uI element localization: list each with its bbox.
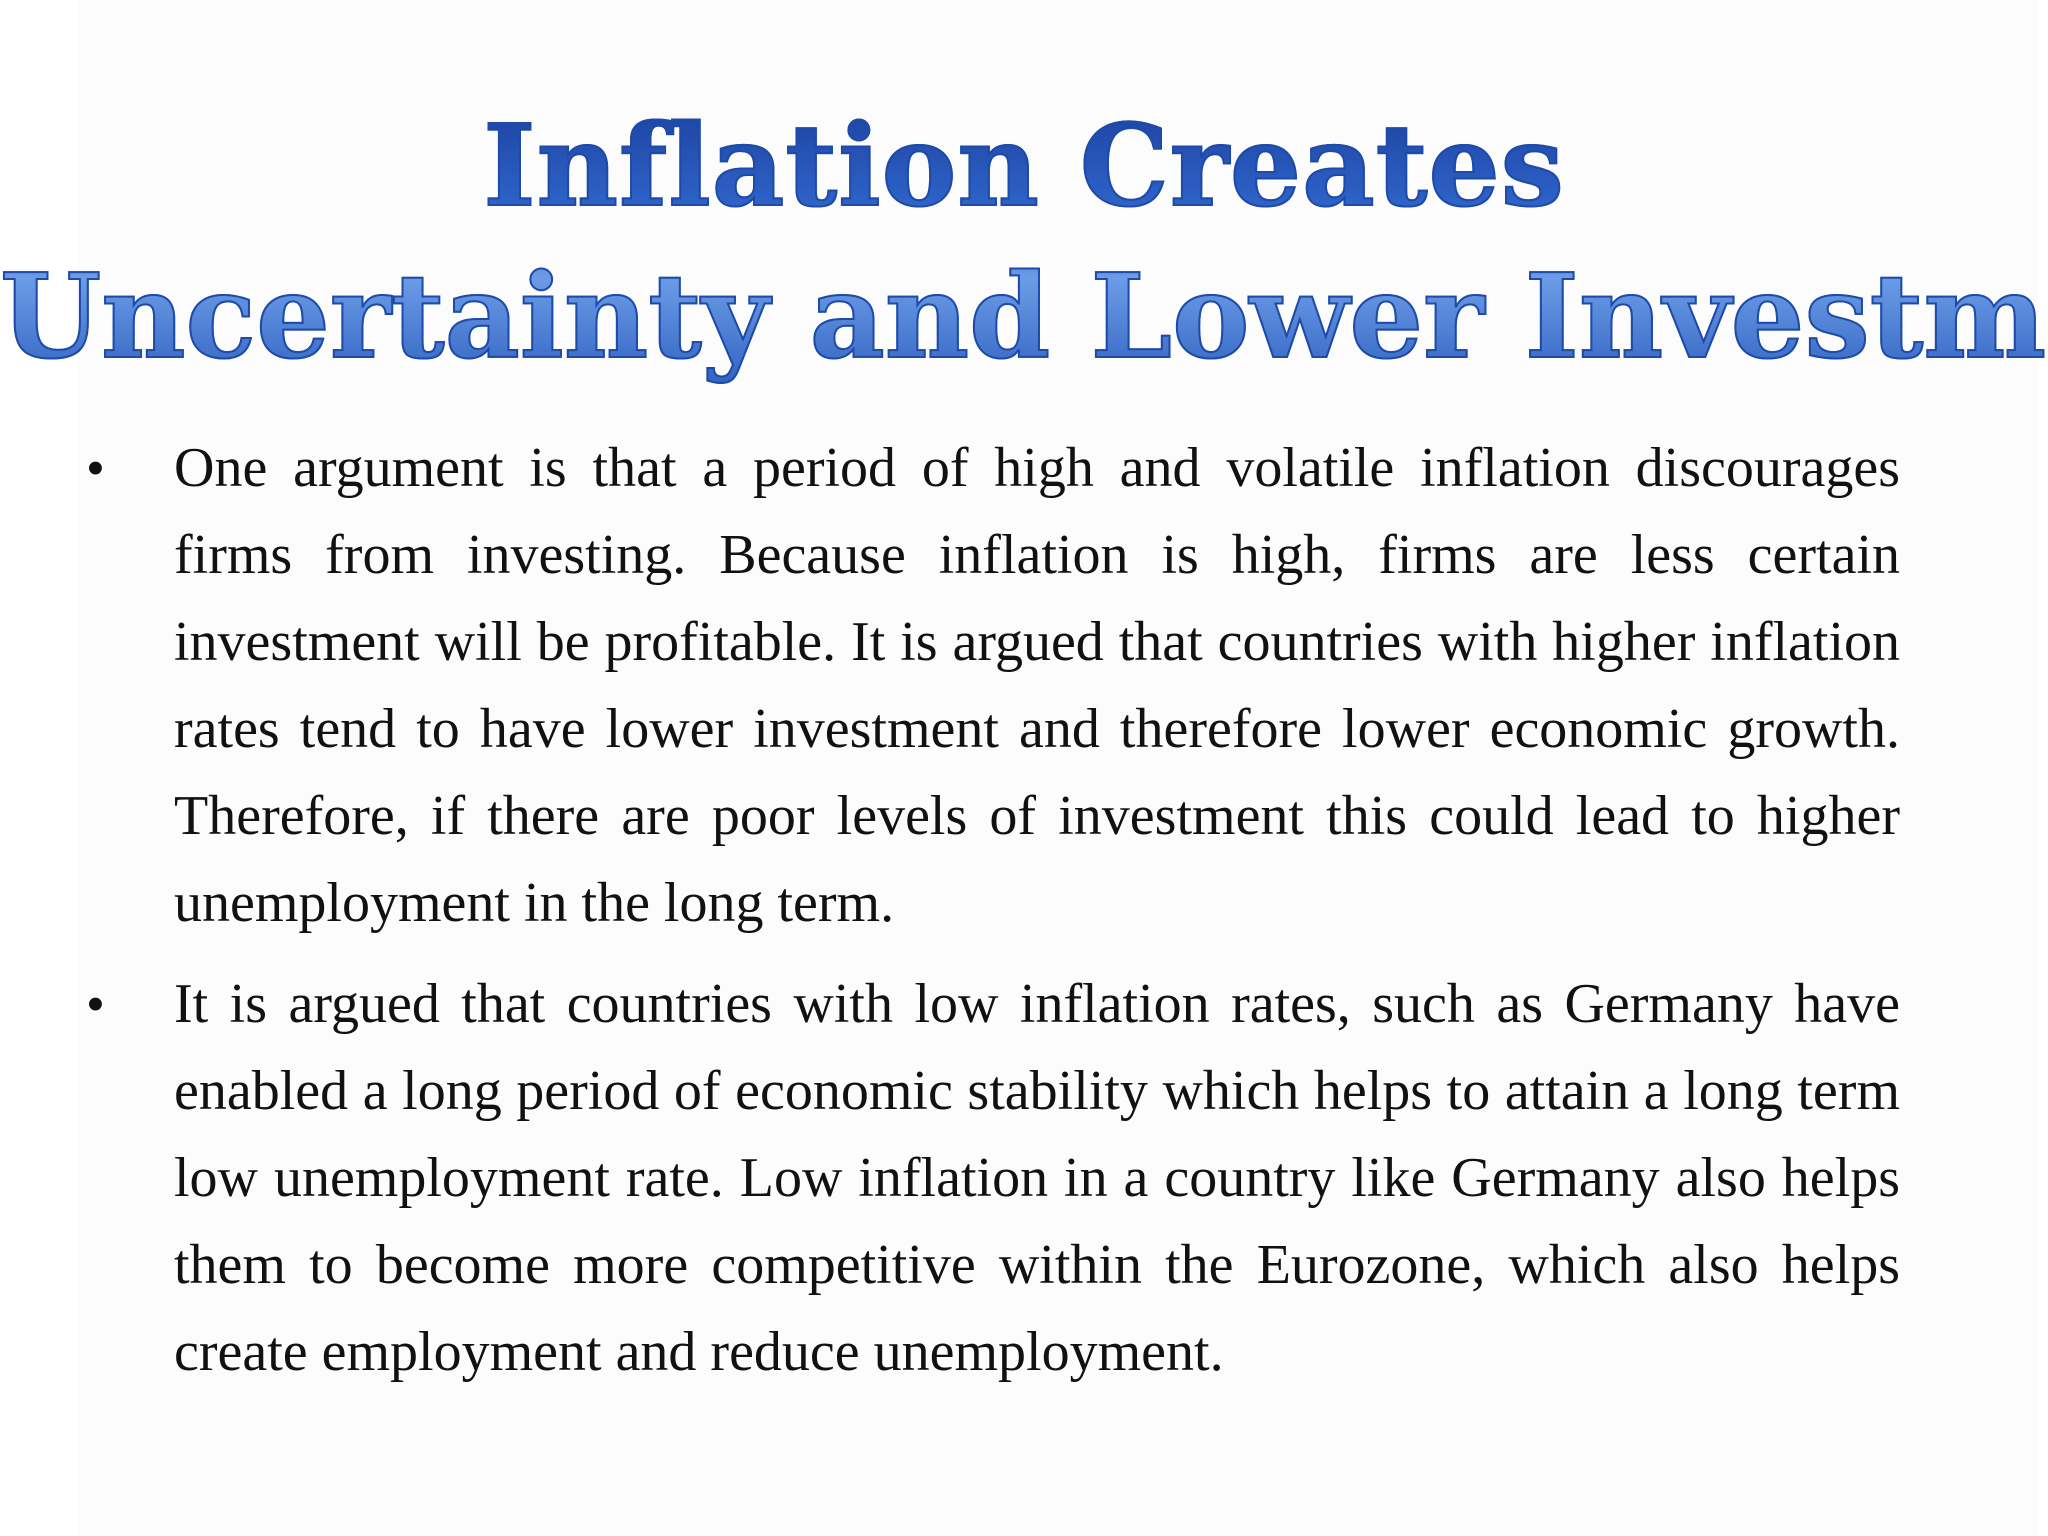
bullet-text-2: It is argued that countries with low inf… (174, 973, 1900, 1383)
title-line-2: Uncertainty and Lower Investment (0, 248, 2048, 386)
bullet-marker-icon: • (86, 974, 105, 1034)
content-panel (78, 0, 2038, 1536)
bullet-text-1: One argument is that a period of high an… (174, 437, 1900, 934)
bullet-item-2: • It is argued that countries with low i… (80, 961, 1910, 1396)
bullet-marker-icon: • (86, 438, 105, 498)
title-line-1: Inflation Creates (482, 100, 1565, 233)
slide-title: Inflation Creates Uncertainty and Lower … (0, 92, 2048, 392)
bullet-item-1: • One argument is that a period of high … (80, 425, 1910, 947)
bullet-list: • One argument is that a period of high … (80, 425, 1910, 1410)
